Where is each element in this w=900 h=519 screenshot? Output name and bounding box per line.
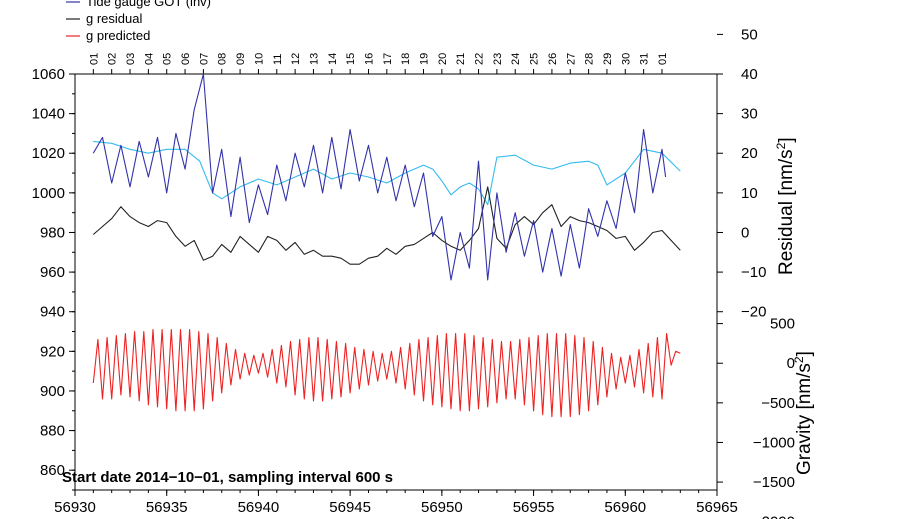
x-tick-label: 56930 (54, 499, 96, 516)
top-day-label: 19 (419, 53, 431, 65)
gravity-tick-label: 500 (770, 316, 795, 333)
y-left-tick-label: 900 (40, 383, 65, 400)
top-day-label: 30 (620, 53, 632, 65)
top-day-label: 20 (437, 53, 449, 65)
top-day-label: 14 (327, 53, 339, 65)
y-left-tick-label: 940 (40, 304, 65, 321)
gravity-axis-title: Gravity [nm/s2] (792, 351, 815, 475)
top-day-label: 15 (345, 53, 357, 65)
y-left-tick-label: 1020 (32, 145, 65, 162)
top-day-label: 31 (639, 53, 651, 65)
gravity-axis-title-sup: 2 (792, 356, 806, 363)
legend-label-g-predicted: g predicted (86, 28, 150, 43)
legend-label-g-residual: g residual (86, 11, 142, 26)
y-left-tick-label: 1040 (32, 106, 65, 123)
y-left-tick-label: 860 (40, 462, 65, 479)
series-layer (92, 73, 681, 418)
top-day-label: 01 (88, 53, 100, 65)
top-day-label: 05 (162, 53, 174, 65)
gravity-tick-label: −1500 (753, 474, 795, 491)
top-day-label: 24 (510, 53, 522, 65)
residual-tick-label: 40 (741, 66, 758, 83)
top-day-label: 16 (363, 53, 375, 65)
x-tick-label: 56965 (696, 499, 738, 516)
top-day-label: 11 (272, 54, 284, 65)
y-left-tick-label: 1060 (32, 66, 65, 83)
x-tick-label: 56960 (604, 499, 646, 516)
residual-tick-label: 20 (741, 145, 758, 162)
residual-tick-label: −10 (741, 264, 766, 281)
y-left-tick-label: 980 (40, 224, 65, 241)
gravity-tick-label: −1000 (753, 434, 795, 451)
top-day-label: 26 (547, 53, 559, 65)
y-left-tick-label: 1000 (32, 185, 65, 202)
series-line-tide-gauge-got-inv (92, 73, 667, 281)
y-left-tick-label: 960 (40, 264, 65, 281)
legend-label-tide-gauge: Tide gauge GOT (inv) (86, 0, 211, 9)
x-tick-label: 56940 (238, 499, 280, 516)
x-tick-label: 56935 (146, 499, 188, 516)
residual-axis-title-end: ] (776, 137, 797, 142)
top-day-label: 01 (657, 53, 669, 65)
top-day-label: 28 (584, 53, 596, 65)
plot-frame (74, 73, 718, 491)
series-line-g-predicted (92, 328, 681, 418)
top-day-label: 02 (107, 53, 119, 65)
residual-tick-label: 0 (741, 224, 749, 241)
top-day-label: 08 (217, 53, 229, 65)
gravity-tick-label: 0 (787, 355, 795, 372)
top-day-label: 04 (143, 53, 155, 65)
residual-axis-title: Residual [nm/s2] (774, 137, 797, 275)
top-day-label: 03 (125, 53, 137, 65)
residual-tick-label: 50 (741, 26, 758, 43)
series-line-predicted-smooth-cyan (93, 140, 681, 206)
top-day-label: 27 (565, 53, 577, 65)
gravity-tick-label: −2000 (753, 514, 795, 519)
residual-tick-label: 10 (741, 185, 758, 202)
axes: 56930 56935 56940 56945 56950 56955 56960 56965… (32, 26, 795, 519)
x-tick-label: 56955 (513, 499, 555, 516)
top-day-label: 17 (382, 53, 394, 65)
top-day-label: 21 (455, 53, 467, 65)
y-left-tick-label: 920 (40, 343, 65, 360)
top-day-label: 23 (492, 53, 504, 65)
top-day-label: 07 (198, 53, 210, 65)
residual-tick-label: −20 (741, 304, 766, 321)
top-day-label: 29 (602, 53, 614, 65)
residual-axis-title-sup: 2 (774, 142, 788, 149)
gravity-axis-title-base: Gravity [nm/s (794, 363, 815, 475)
residual-tick-label: 30 (741, 106, 758, 123)
top-day-label: 12 (290, 53, 302, 65)
top-day-label: 09 (235, 53, 247, 65)
top-day-label: 25 (529, 53, 541, 65)
x-tick-label: 56950 (421, 499, 463, 516)
top-day-label: 18 (400, 53, 412, 65)
legend: Tide gauge GOT (inv) g residual g predic… (66, 0, 211, 43)
top-day-label: 13 (308, 53, 320, 65)
residual-axis-title-base: Residual [nm/s (776, 149, 797, 275)
y-left-tick-label: 880 (40, 423, 65, 440)
start-date-annotation: Start date 2014−10−01, sampling interval… (62, 469, 393, 486)
top-day-label: 22 (474, 53, 486, 65)
x-tick-label: 56945 (329, 499, 371, 516)
gravity-axis-title-end: ] (794, 351, 815, 356)
top-day-label: 10 (253, 53, 265, 65)
gravity-tick-label: −500 (761, 395, 795, 412)
top-day-label: 06 (180, 53, 192, 65)
series-line-g-residual (92, 186, 681, 265)
